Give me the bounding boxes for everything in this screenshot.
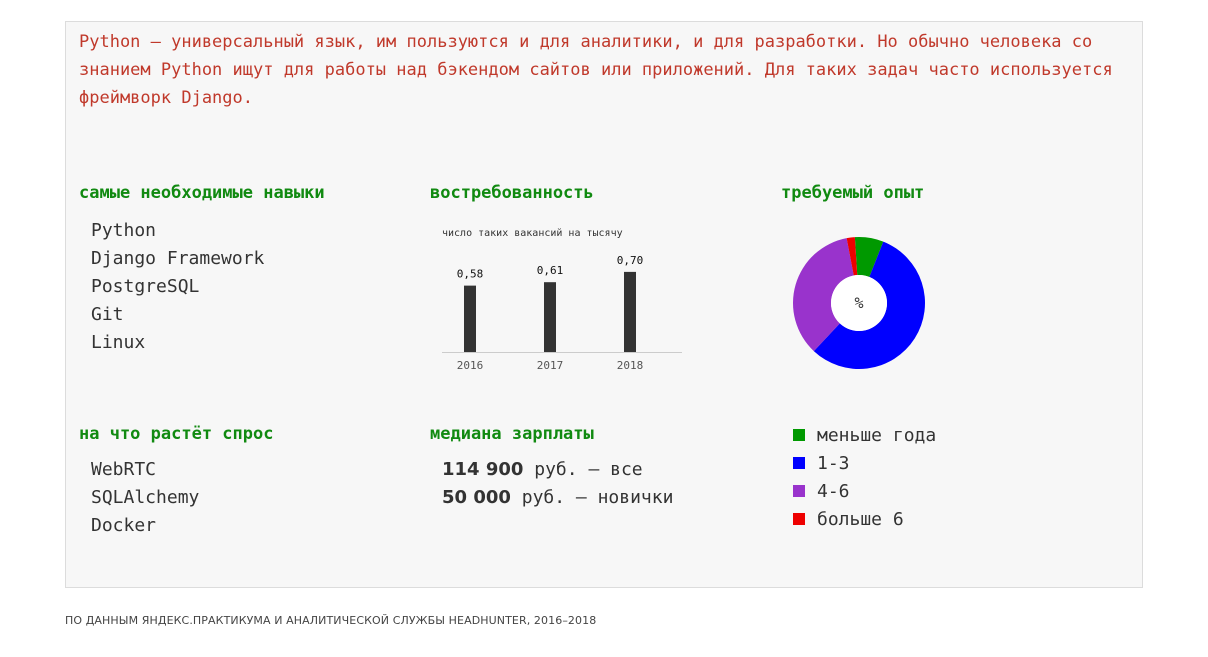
legend-label: 4-6: [817, 480, 850, 502]
salary-title: медиана зарплаты: [430, 424, 594, 444]
legend-label: 1-3: [817, 452, 850, 474]
bar: [544, 282, 556, 352]
growing-list: WebRTC SQLAlchemy Docker: [91, 456, 199, 540]
demand-bar-chart: число таких вакансий на тысячу 0,58 2016 0,…: [442, 227, 682, 372]
skill-item: Python: [91, 220, 157, 241]
x-tick-label: 2016: [457, 359, 484, 372]
donut-center-label: %: [854, 294, 863, 312]
experience-donut-chart: %: [793, 237, 925, 369]
bar-value-label: 0,58: [457, 268, 484, 281]
skill-item: PostgreSQL: [91, 276, 200, 297]
salary-amount: 114 900: [442, 459, 524, 480]
skills-title: самые необходимые навыки: [79, 183, 325, 203]
x-tick-label: 2017: [537, 359, 564, 372]
legend-label: больше 6: [817, 508, 904, 530]
intro-text: Python — универсальный язык, им пользуют…: [79, 32, 1113, 108]
legend-item-more-6: больше 6: [793, 505, 936, 533]
salary-amount: 50 000: [442, 487, 511, 508]
skill-item: Linux: [91, 332, 146, 353]
infographic-card: Python — универсальный язык, им пользуют…: [65, 21, 1143, 588]
legend-swatch: [793, 513, 805, 525]
bar-value-label: 0,70: [617, 254, 644, 267]
bar-value-label: 0,61: [537, 264, 564, 277]
salary-row-all: 114 900 руб. — все: [442, 456, 673, 484]
bar: [464, 285, 476, 352]
growing-item: Docker: [91, 515, 157, 536]
legend-label: меньше года: [817, 424, 937, 446]
growing-title: на что растёт спрос: [79, 424, 274, 444]
skills-list: Python Django Framework PostgreSQL Git L…: [91, 217, 264, 357]
chart-subtitle: число таких вакансий на тысячу: [442, 227, 623, 239]
skill-item: Git: [91, 304, 124, 325]
legend-item-less-than-year: меньше года: [793, 421, 936, 449]
salary-block: 114 900 руб. — все 50 000 руб. — новички: [442, 456, 673, 512]
donut-hole: [831, 275, 887, 331]
donut-slice: [854, 237, 884, 277]
x-tick-label: 2018: [617, 359, 644, 372]
growing-item: SQLAlchemy: [91, 487, 200, 508]
salary-row-junior: 50 000 руб. — новички: [442, 484, 673, 512]
donut-slice: [846, 237, 858, 276]
bar: [624, 271, 636, 352]
growing-item: WebRTC: [91, 459, 157, 480]
legend-swatch: [793, 485, 805, 497]
salary-text: руб. — все: [523, 459, 643, 480]
skill-item: Django Framework: [91, 248, 265, 269]
salary-text: руб. — новички: [510, 487, 674, 508]
legend-item-1-3: 1-3: [793, 449, 936, 477]
legend-item-4-6: 4-6: [793, 477, 936, 505]
demand-title: востребованность: [430, 183, 594, 203]
legend-swatch: [793, 429, 805, 441]
source-footer: ПО ДАННЫМ ЯНДЕКС.ПРАКТИКУМА И АНАЛИТИЧЕС…: [65, 614, 597, 627]
donut-slice: [813, 241, 925, 369]
legend-swatch: [793, 457, 805, 469]
experience-legend: меньше года 1-3 4-6 больше 6: [793, 421, 936, 533]
experience-title: требуемый опыт: [781, 183, 925, 203]
donut-slice: [793, 238, 854, 352]
